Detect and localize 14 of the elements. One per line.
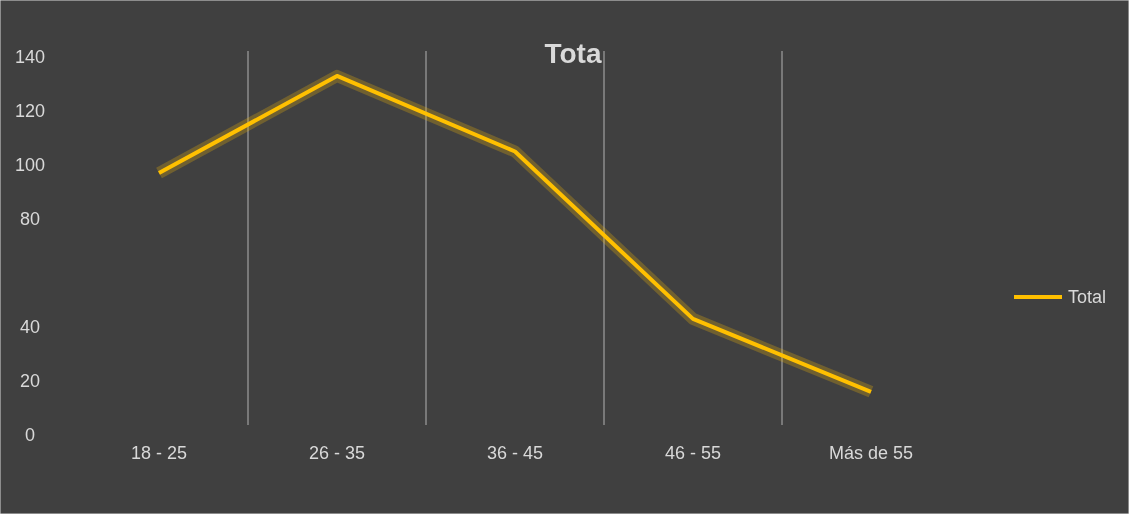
x-tick-label: Más de 55 xyxy=(828,443,914,463)
chart-title: Tota xyxy=(544,38,602,69)
y-tick-label: 40 xyxy=(19,317,41,338)
y-tick-label: 120 xyxy=(14,101,46,122)
legend-label: Total xyxy=(1068,287,1107,308)
y-tick-label: 80 xyxy=(19,209,41,230)
x-tick-label: 26 - 35 xyxy=(308,443,366,463)
x-tick-label: 46 - 55 xyxy=(664,443,722,463)
y-tick-label: 20 xyxy=(19,371,41,392)
x-tick-label: 18 - 25 xyxy=(130,443,188,463)
x-tick-label: 36 - 45 xyxy=(486,443,544,463)
y-tick-label: 0 xyxy=(24,425,36,446)
y-tick-label: 140 xyxy=(14,47,46,68)
y-tick-label: 100 xyxy=(14,155,46,176)
